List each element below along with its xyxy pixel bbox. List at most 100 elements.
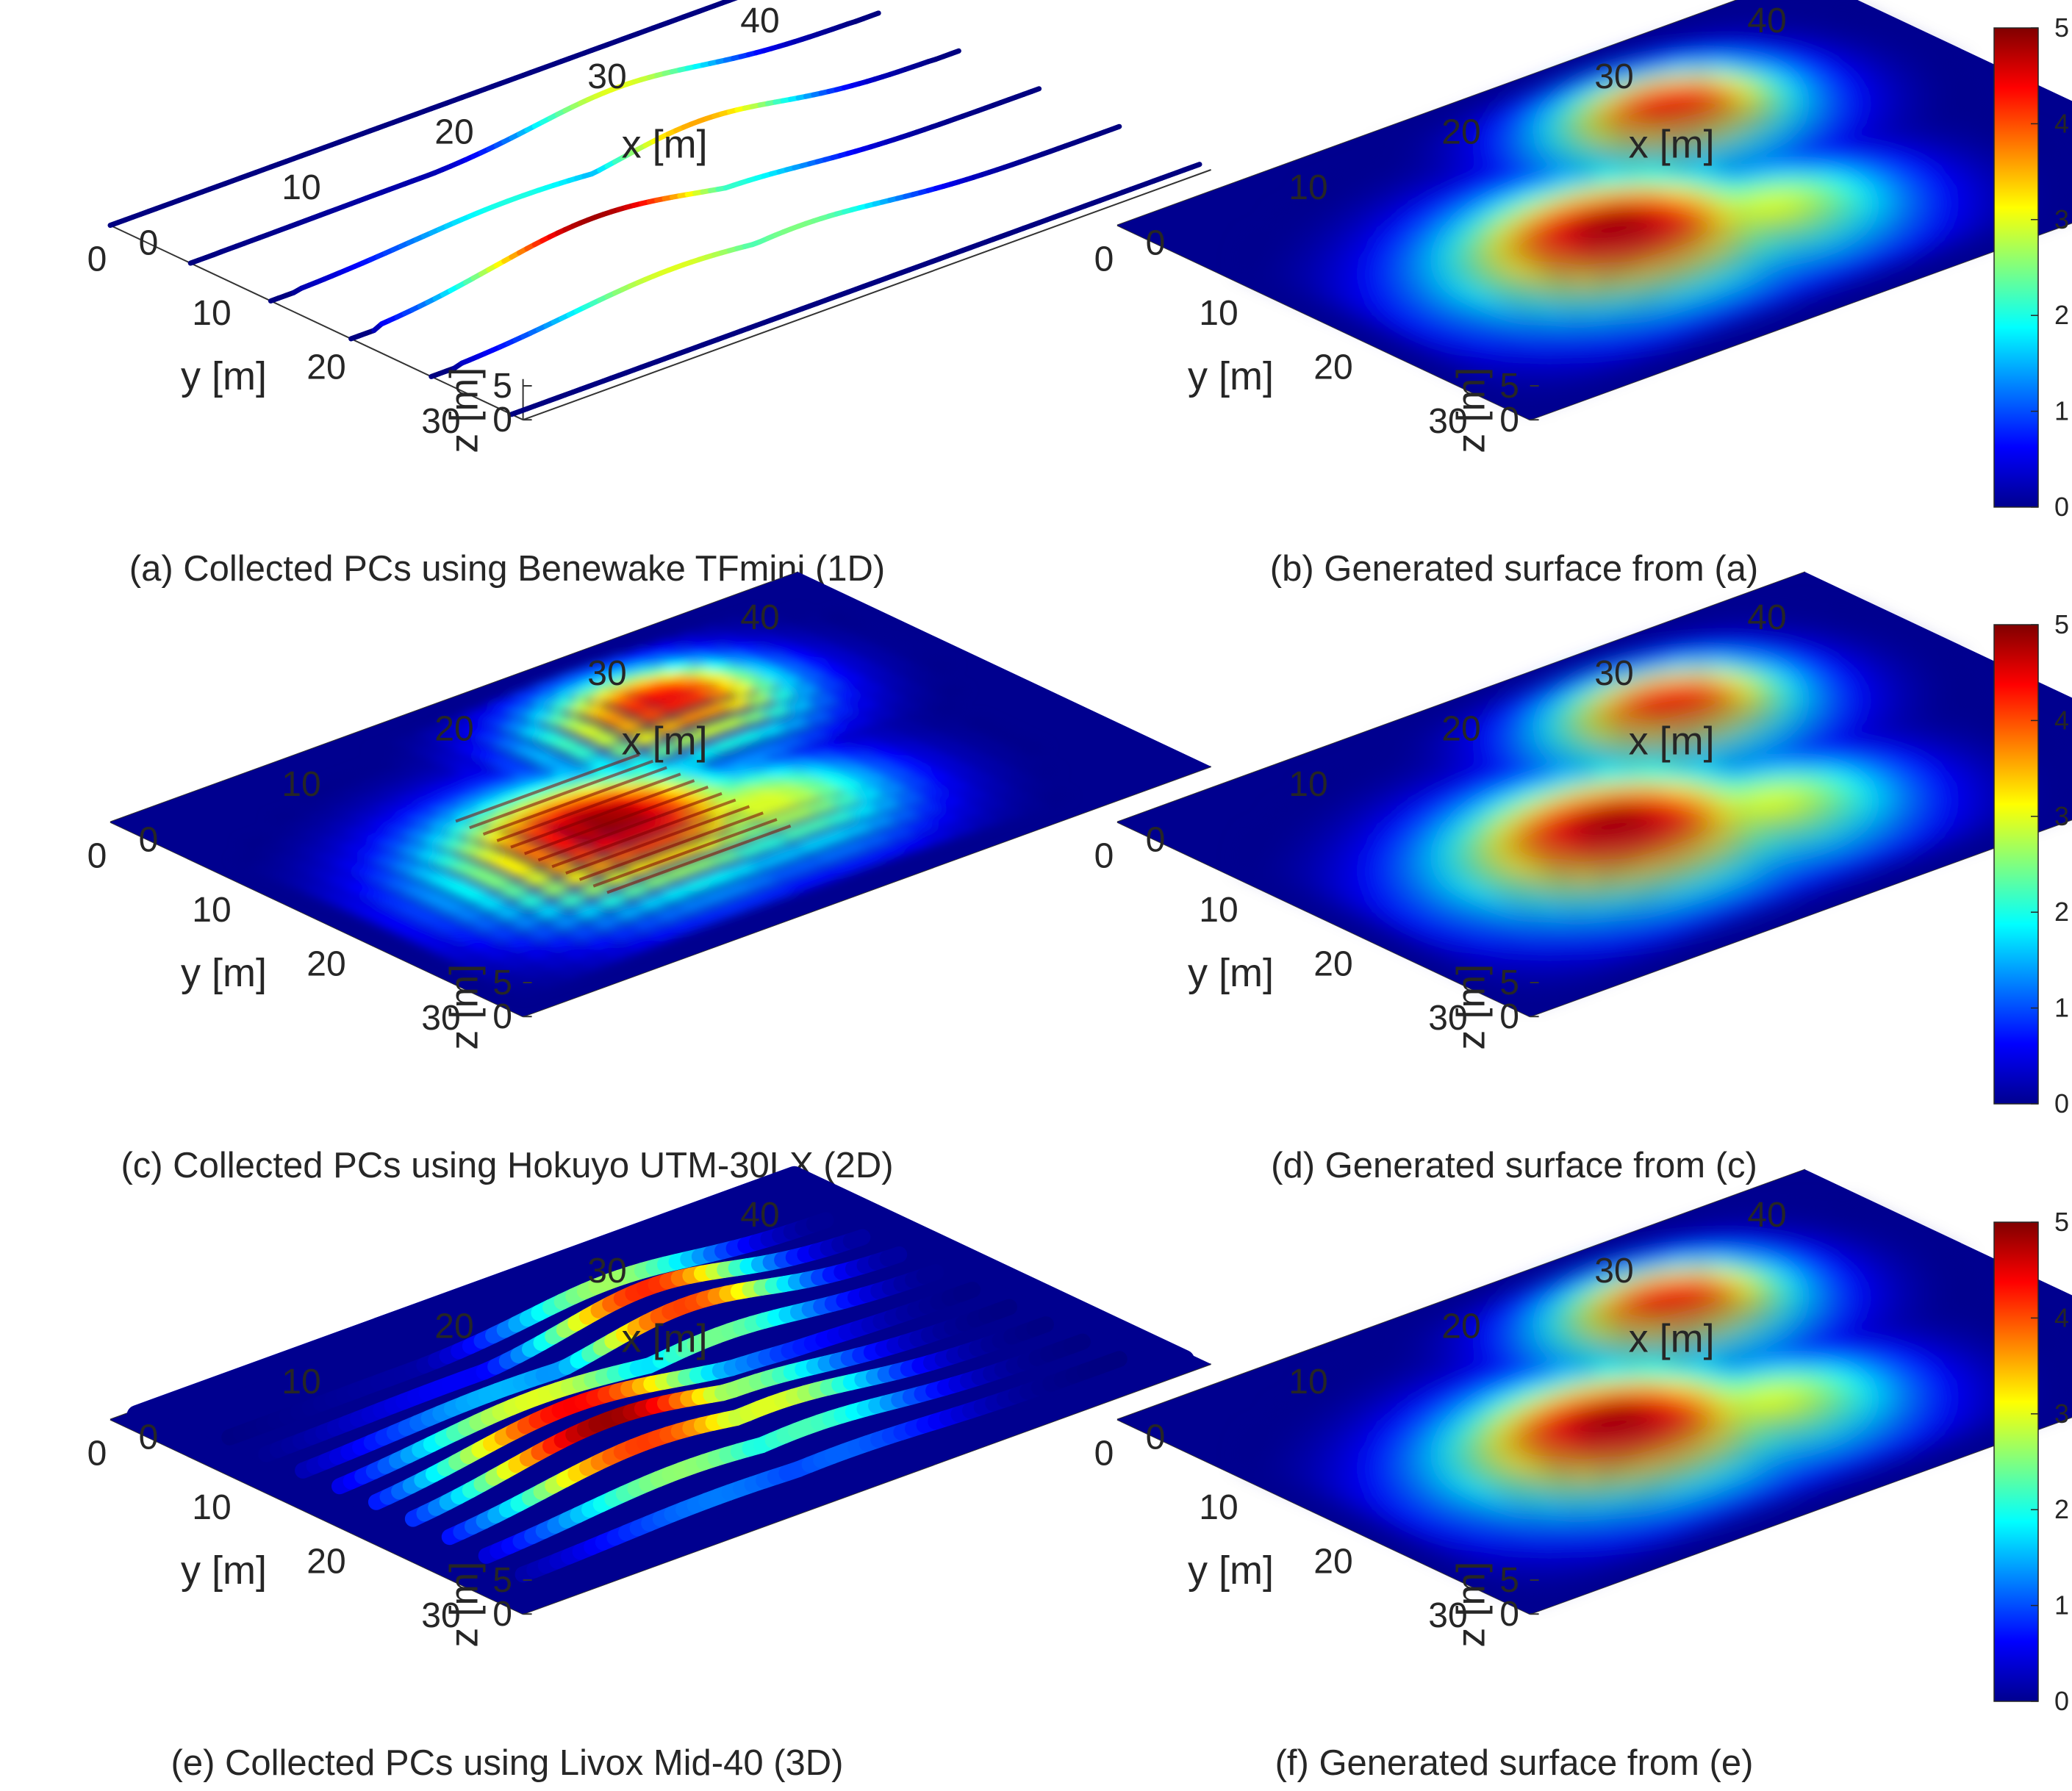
surface-cell xyxy=(1455,243,1496,261)
surface-cell xyxy=(1902,69,1943,86)
surface-cell xyxy=(1369,869,1410,886)
surface-cell xyxy=(1593,836,1633,853)
surface-cell xyxy=(1461,1320,1502,1338)
surface-cell xyxy=(1535,132,1576,149)
surface-cell xyxy=(1902,126,1943,143)
surface-cell xyxy=(1610,925,1651,942)
surface-cell xyxy=(1461,1421,1502,1438)
surface-cell xyxy=(586,914,626,931)
surface-cell xyxy=(770,845,810,863)
surface-cell xyxy=(311,792,351,810)
z-tick-label: 0 xyxy=(1499,401,1519,439)
surface-cell xyxy=(603,678,644,695)
surface-cell xyxy=(1237,1448,1278,1465)
surface-cell xyxy=(1409,162,1450,179)
surface-cell xyxy=(442,927,483,944)
surface-cell xyxy=(2029,167,2069,184)
surface-cell xyxy=(523,749,564,766)
surface-cell xyxy=(1421,1323,1461,1340)
surface-cell xyxy=(437,878,478,895)
surface-cell xyxy=(1421,184,1461,201)
surface-cell xyxy=(1513,1577,1553,1595)
y-tick-label: 10 xyxy=(1199,1488,1238,1527)
surface-cell xyxy=(397,883,437,900)
surface-cell xyxy=(1541,1478,1582,1496)
surface-cell xyxy=(1943,723,1983,740)
surface-cell xyxy=(975,780,1017,797)
surface-cell xyxy=(832,617,873,634)
surface-cell xyxy=(1605,692,1645,708)
surface-cell xyxy=(1650,926,1691,944)
x-tick-label: 30 xyxy=(587,1252,626,1291)
surface-cell xyxy=(1524,171,1565,187)
surface-cell xyxy=(1581,1259,1622,1276)
surface-cell xyxy=(1461,227,1502,244)
surface-cell xyxy=(1501,220,1542,237)
surface-cell xyxy=(1593,239,1633,256)
surface-cell xyxy=(1415,1444,1456,1461)
scan-streak xyxy=(496,772,681,842)
x-tick-label: 10 xyxy=(1288,1363,1327,1401)
surface-cell xyxy=(993,731,1033,748)
surface-cell xyxy=(299,825,340,841)
colorbar-tick-label: 0 xyxy=(2054,1686,2069,1716)
surface-cell xyxy=(1610,329,1651,345)
surface-cell xyxy=(1891,45,1932,62)
surface-cell xyxy=(1427,1468,1467,1485)
surface-cell xyxy=(1885,1255,1926,1272)
y-axis-label: y [m] xyxy=(1188,354,1274,398)
surface-cell xyxy=(1616,718,1657,736)
surface-cell xyxy=(1885,658,1926,675)
surface-cell xyxy=(1656,121,1696,139)
surface-cell xyxy=(1380,1380,1422,1397)
surface-cell xyxy=(1552,139,1594,157)
surface-cell xyxy=(975,723,1017,740)
surface-cell xyxy=(1449,330,1490,347)
surface-cell xyxy=(1691,148,1731,165)
surface-cell xyxy=(735,609,775,627)
surface-cell xyxy=(1547,337,1588,355)
surface-cell xyxy=(1570,1522,1610,1539)
surface-cell xyxy=(488,833,529,851)
surface-cell xyxy=(402,928,443,945)
surface-cell xyxy=(322,816,363,833)
z-tick-label: 0 xyxy=(492,1595,512,1634)
surface-cell xyxy=(1341,242,1381,259)
surface-cell xyxy=(1857,850,1897,868)
surface-cell xyxy=(1627,263,1668,280)
surface-cell xyxy=(1570,1282,1610,1299)
surface-cell xyxy=(1501,883,1542,900)
surface-cell xyxy=(803,867,845,885)
panel-caption: (b) Generated surface from (a) xyxy=(1270,549,1758,589)
surface-cell xyxy=(1702,889,1743,905)
y-axis-label: y [m] xyxy=(181,354,267,398)
surface-cell xyxy=(781,876,822,893)
surface-cell xyxy=(1335,1452,1375,1470)
surface-cell xyxy=(1461,886,1502,903)
surface-cell xyxy=(373,783,415,800)
surface-cell xyxy=(1524,273,1565,290)
surface-cell xyxy=(500,861,540,878)
surface-cell xyxy=(1570,249,1610,267)
surface-cell xyxy=(1490,203,1530,220)
surface-cell xyxy=(1777,845,1817,863)
surface-cell xyxy=(1329,1413,1370,1430)
surface-cell xyxy=(1347,768,1387,785)
surface-cell xyxy=(626,838,667,855)
surface-cell xyxy=(1495,308,1536,325)
surface-cell xyxy=(1427,1413,1467,1430)
surface-cell xyxy=(1329,1469,1370,1486)
surface-cell xyxy=(1667,1461,1708,1478)
surface-cell xyxy=(1724,880,1765,897)
scan-streak xyxy=(606,824,792,894)
surface-cell xyxy=(1461,1376,1502,1393)
surface-cell xyxy=(1329,219,1370,236)
surface-cell xyxy=(1581,1551,1622,1568)
surface-cell xyxy=(1277,1447,1318,1464)
surface-cell xyxy=(1306,825,1347,841)
surface-cell xyxy=(1713,789,1754,806)
surface-cell xyxy=(603,925,644,942)
surface-cell xyxy=(1294,1399,1336,1415)
surface-cell xyxy=(1530,197,1571,214)
